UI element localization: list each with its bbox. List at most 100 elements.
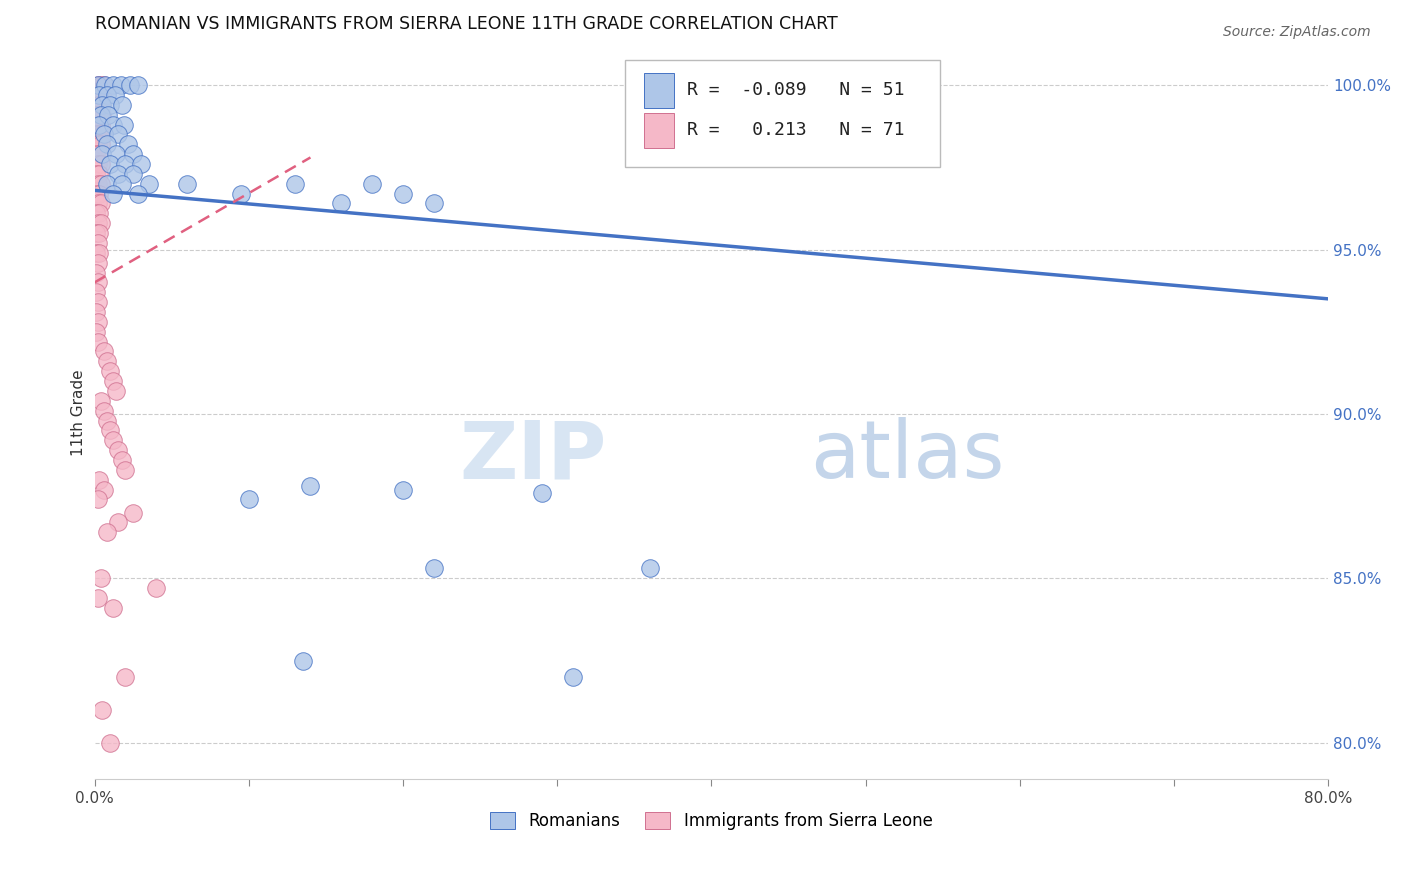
Point <box>118 78 141 92</box>
Point <box>84 186 107 201</box>
Point <box>90 216 112 230</box>
Point <box>89 226 111 240</box>
Point <box>330 196 353 211</box>
Point <box>90 137 112 152</box>
Point <box>423 561 446 575</box>
Point <box>101 78 124 92</box>
Point <box>93 78 115 92</box>
Point <box>84 325 107 339</box>
Point <box>86 216 108 230</box>
Point <box>93 128 115 142</box>
Point <box>176 177 198 191</box>
Point <box>127 78 149 92</box>
Point <box>84 147 107 161</box>
Point <box>90 571 112 585</box>
Point <box>89 186 111 201</box>
Point <box>86 255 108 269</box>
Bar <box>644 73 675 108</box>
Point <box>392 186 415 201</box>
Point <box>90 393 112 408</box>
Text: atlas: atlas <box>810 417 1004 495</box>
Point <box>86 315 108 329</box>
Point <box>93 344 115 359</box>
Point <box>89 108 111 122</box>
Point <box>107 167 129 181</box>
Text: R =  -0.089   N = 51: R = -0.089 N = 51 <box>686 80 904 99</box>
Point <box>97 108 120 122</box>
Point <box>86 591 108 605</box>
Text: ZIP: ZIP <box>460 417 606 495</box>
Text: Source: ZipAtlas.com: Source: ZipAtlas.com <box>1223 25 1371 39</box>
Point <box>101 374 124 388</box>
Point <box>90 98 112 112</box>
Point <box>107 128 129 142</box>
Point <box>96 177 118 191</box>
Point <box>98 98 121 112</box>
Point <box>96 87 118 102</box>
Text: ROMANIAN VS IMMIGRANTS FROM SIERRA LEONE 11TH GRADE CORRELATION CHART: ROMANIAN VS IMMIGRANTS FROM SIERRA LEONE… <box>94 15 838 33</box>
Point <box>127 186 149 201</box>
Point <box>561 670 583 684</box>
Point <box>86 78 108 92</box>
Point <box>96 413 118 427</box>
Point <box>110 78 132 92</box>
Point <box>114 463 136 477</box>
Point <box>392 483 415 497</box>
Point <box>90 177 112 191</box>
Point <box>530 486 553 500</box>
Point <box>101 601 124 615</box>
Point <box>101 186 124 201</box>
Point <box>129 157 152 171</box>
Point <box>84 128 107 142</box>
Point <box>731 78 754 92</box>
Point <box>86 334 108 349</box>
Point <box>96 525 118 540</box>
Point <box>98 423 121 437</box>
Point <box>361 177 384 191</box>
Point <box>91 147 114 161</box>
Point <box>84 206 107 220</box>
Point <box>145 581 167 595</box>
Point <box>91 128 114 142</box>
Point <box>89 245 111 260</box>
Legend: Romanians, Immigrants from Sierra Leone: Romanians, Immigrants from Sierra Leone <box>484 805 939 837</box>
Point <box>91 108 114 122</box>
Point <box>89 167 111 181</box>
Point <box>104 87 127 102</box>
Point <box>114 157 136 171</box>
Point <box>638 561 661 575</box>
Point <box>86 276 108 290</box>
Point <box>105 147 128 161</box>
Point <box>101 434 124 448</box>
Point <box>89 87 111 102</box>
Point <box>89 206 111 220</box>
Point <box>86 157 108 171</box>
Point <box>423 196 446 211</box>
Point <box>89 473 111 487</box>
Point <box>86 196 108 211</box>
Point <box>111 98 134 112</box>
Point <box>84 305 107 319</box>
Point <box>685 814 707 829</box>
Point <box>98 157 121 171</box>
Y-axis label: 11th Grade: 11th Grade <box>72 369 86 456</box>
Point <box>90 118 112 132</box>
Point <box>98 364 121 378</box>
Text: R =   0.213   N = 71: R = 0.213 N = 71 <box>686 121 904 139</box>
Point <box>86 295 108 310</box>
Point <box>122 167 145 181</box>
Point <box>89 118 111 132</box>
Point <box>90 157 112 171</box>
Point <box>89 128 111 142</box>
Point <box>96 354 118 368</box>
Point <box>84 108 107 122</box>
Point <box>84 167 107 181</box>
Point <box>86 98 108 112</box>
Point <box>86 118 108 132</box>
Point <box>93 403 115 417</box>
Point <box>107 516 129 530</box>
Point <box>238 492 260 507</box>
Point <box>90 78 112 92</box>
Point <box>101 118 124 132</box>
Point <box>299 479 322 493</box>
